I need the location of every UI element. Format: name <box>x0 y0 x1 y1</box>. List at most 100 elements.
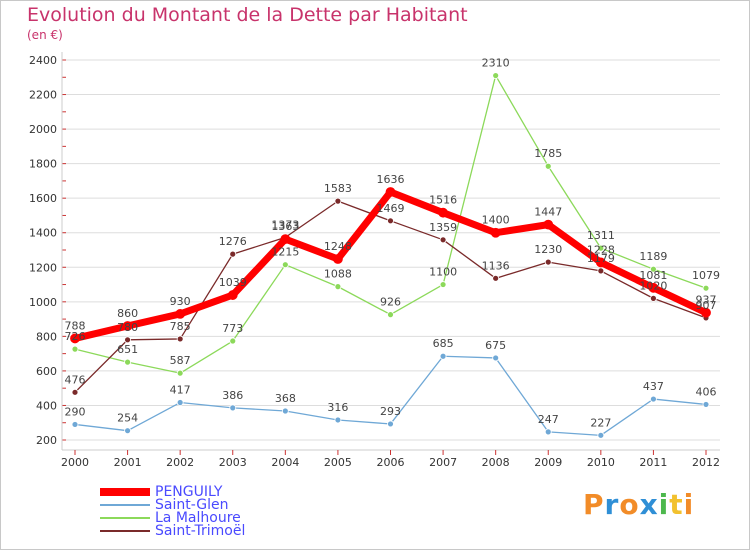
legend-swatch <box>100 530 150 532</box>
data-label: 1373 <box>271 218 299 231</box>
data-point <box>544 428 552 436</box>
data-point <box>176 369 184 377</box>
logo-letter: t <box>669 488 684 521</box>
data-point <box>701 307 711 318</box>
data-point <box>387 420 394 428</box>
data-point <box>597 431 605 439</box>
chart-title: Evolution du Montant de la Dette par Hab… <box>27 4 468 26</box>
legend-swatch <box>100 504 150 506</box>
logo-letter: x <box>639 488 659 521</box>
data-label: 1359 <box>429 221 457 234</box>
data-label: 437 <box>643 380 664 393</box>
data-label: 1248 <box>324 240 352 253</box>
data-point <box>229 250 237 258</box>
data-label: 1583 <box>324 182 352 195</box>
x-tick-label: 2009 <box>534 456 562 469</box>
data-label: 930 <box>170 295 191 308</box>
data-label: 1100 <box>429 266 457 279</box>
data-label: 937 <box>696 294 717 307</box>
data-label: 1636 <box>377 173 405 186</box>
data-label: 1079 <box>692 269 720 282</box>
data-point <box>439 281 447 288</box>
data-point <box>334 197 342 205</box>
axes: 200 400 600 800 1000 1200 1400 1600 1800 2000 2200… <box>29 52 720 469</box>
data-point <box>229 337 237 345</box>
data-label: 247 <box>538 413 559 426</box>
data-point <box>387 311 394 319</box>
data-point <box>71 345 79 353</box>
data-label: 726 <box>65 330 86 343</box>
data-point <box>281 407 289 415</box>
y-tick-label: 1800 <box>29 158 57 171</box>
data-point <box>544 162 552 170</box>
y-tick-label: 1600 <box>29 192 57 205</box>
data-label: 1230 <box>534 243 562 256</box>
y-tick-label: 800 <box>36 330 57 343</box>
y-tick-label: 2400 <box>29 54 57 67</box>
data-label: 290 <box>65 405 86 418</box>
logo-letter: o <box>619 488 640 521</box>
x-tick-label: 2012 <box>692 456 720 469</box>
logo-letter: i <box>658 488 670 521</box>
data-label: 926 <box>380 296 401 309</box>
x-tick-label: 2004 <box>271 456 299 469</box>
legend-swatch <box>100 517 150 519</box>
x-tick-label: 2006 <box>377 456 405 469</box>
data-point <box>176 335 184 343</box>
data-label: 685 <box>433 337 454 350</box>
data-point <box>702 284 710 292</box>
grid <box>62 59 720 441</box>
data-point <box>281 261 289 269</box>
data-label: 785 <box>170 320 191 333</box>
data-label: 417 <box>170 384 191 397</box>
y-tick-label: 1400 <box>29 227 57 240</box>
legend-label: La Malhoure <box>155 510 241 526</box>
data-point <box>124 358 131 366</box>
y-tick-label: 2200 <box>29 89 57 102</box>
logo-letter: i <box>683 488 695 521</box>
data-point <box>387 217 394 225</box>
data-label: 1136 <box>482 259 510 272</box>
data-label: 907 <box>696 299 717 312</box>
x-tick-label: 2011 <box>639 456 667 469</box>
data-point <box>650 294 657 302</box>
data-label: 386 <box>222 389 243 402</box>
data-point <box>544 258 552 266</box>
data-point <box>71 421 79 428</box>
data-point <box>439 352 447 360</box>
data-label: 780 <box>117 321 138 334</box>
data-label: 1276 <box>219 235 247 248</box>
data-point <box>492 354 500 362</box>
x-tick-label: 2002 <box>166 456 194 469</box>
y-tick-label: 400 <box>36 399 57 412</box>
data-label: 1363 <box>271 220 299 233</box>
data-point <box>490 227 501 238</box>
data-label: 1081 <box>639 269 667 282</box>
data-label: 1215 <box>271 246 299 259</box>
data-labels: 788 860 930 1039 1363 1248 1636 1516 1400 1447 122… <box>65 57 721 430</box>
data-label: 406 <box>696 385 717 398</box>
data-label: 316 <box>327 401 348 414</box>
proxiti-logo: Proxiti <box>583 488 694 521</box>
data-point <box>175 309 186 319</box>
data-point <box>227 290 238 300</box>
data-point <box>334 416 342 424</box>
y-tick-label: 600 <box>36 365 57 378</box>
data-point <box>229 404 237 412</box>
data-point <box>650 395 657 403</box>
logo-letter: P <box>583 488 605 521</box>
data-label: 860 <box>117 307 138 320</box>
legend-swatch <box>100 488 150 496</box>
legend-label: Saint-Trimoël <box>155 523 246 539</box>
data-point <box>124 427 131 435</box>
data-point <box>439 236 447 244</box>
data-label: 1447 <box>534 206 562 219</box>
data-point <box>70 333 80 344</box>
data-point <box>334 283 342 291</box>
legend-label: PENGUILY <box>155 484 223 500</box>
data-point <box>648 282 659 293</box>
data-point <box>543 219 554 230</box>
data-label: 227 <box>590 416 611 429</box>
data-label: 1516 <box>429 194 457 207</box>
